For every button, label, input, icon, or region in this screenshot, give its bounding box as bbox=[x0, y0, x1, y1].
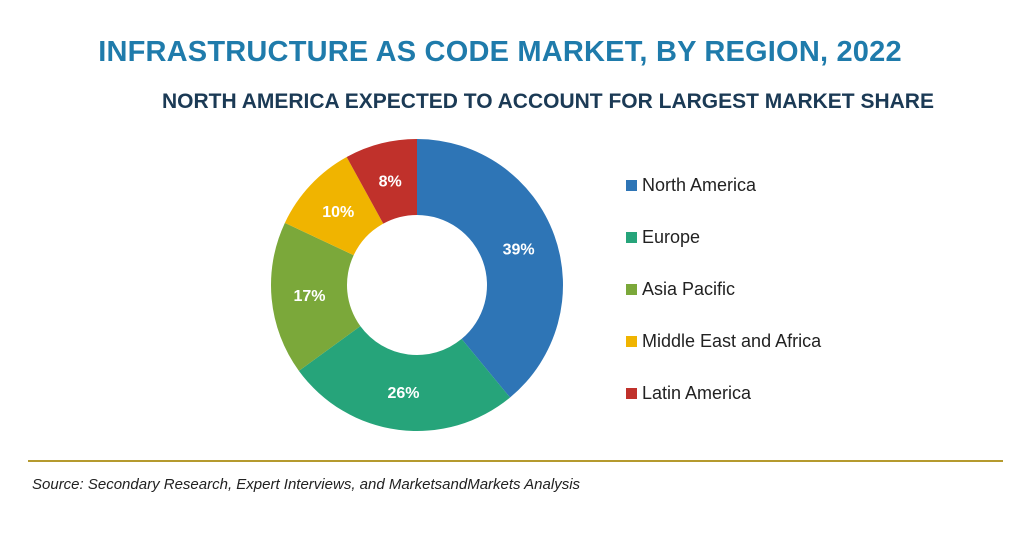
slice-label-middle-east-and-africa: 10% bbox=[322, 204, 354, 221]
legend-label: North America bbox=[642, 174, 757, 195]
legend-item-latin-america: Latin America bbox=[626, 380, 821, 406]
chart-legend: North America Europe Asia Pacific Middle Ea… bbox=[626, 172, 821, 432]
legend-label: Latin America bbox=[642, 382, 752, 403]
legend-label: Middle East and Africa bbox=[642, 330, 822, 351]
chart-title: INFRASTRUCTURE AS CODE MARKET, BY REGION… bbox=[98, 36, 902, 68]
slice-label-north-america: 39% bbox=[503, 241, 535, 258]
divider-line bbox=[28, 460, 1003, 462]
legend-swatch bbox=[626, 335, 637, 347]
legend-item-middle-east-and-africa: Middle East and Africa bbox=[626, 328, 821, 354]
legend-swatch bbox=[626, 231, 637, 243]
slice-label-asia-pacific: 17% bbox=[293, 288, 325, 305]
legend-label: Asia Pacific bbox=[642, 278, 736, 299]
slice-latin-america bbox=[346, 139, 417, 224]
slice-label-latin-america: 8% bbox=[379, 173, 402, 190]
legend-item-asia-pacific: Asia Pacific bbox=[626, 276, 821, 302]
slice-north-america bbox=[417, 139, 563, 398]
legend-label: Europe bbox=[642, 226, 701, 247]
legend-item-north-america: North America bbox=[626, 172, 821, 198]
slice-europe bbox=[298, 326, 511, 432]
slice-asia-pacific bbox=[271, 222, 361, 371]
chart-subtitle: NORTH AMERICA EXPECTED TO ACCOUNT FOR LA… bbox=[162, 90, 934, 113]
legend-swatch bbox=[626, 387, 637, 399]
legend-swatch bbox=[626, 179, 637, 191]
donut-chart: 39% 26% 17% 10% 8% bbox=[271, 139, 563, 432]
legend-swatch bbox=[626, 283, 637, 295]
source-note: Source: Secondary Research, Expert Inter… bbox=[32, 476, 581, 493]
legend-item-europe: Europe bbox=[626, 224, 821, 250]
slice-middle-east-and-africa bbox=[284, 157, 384, 256]
slice-label-europe: 26% bbox=[387, 385, 419, 402]
